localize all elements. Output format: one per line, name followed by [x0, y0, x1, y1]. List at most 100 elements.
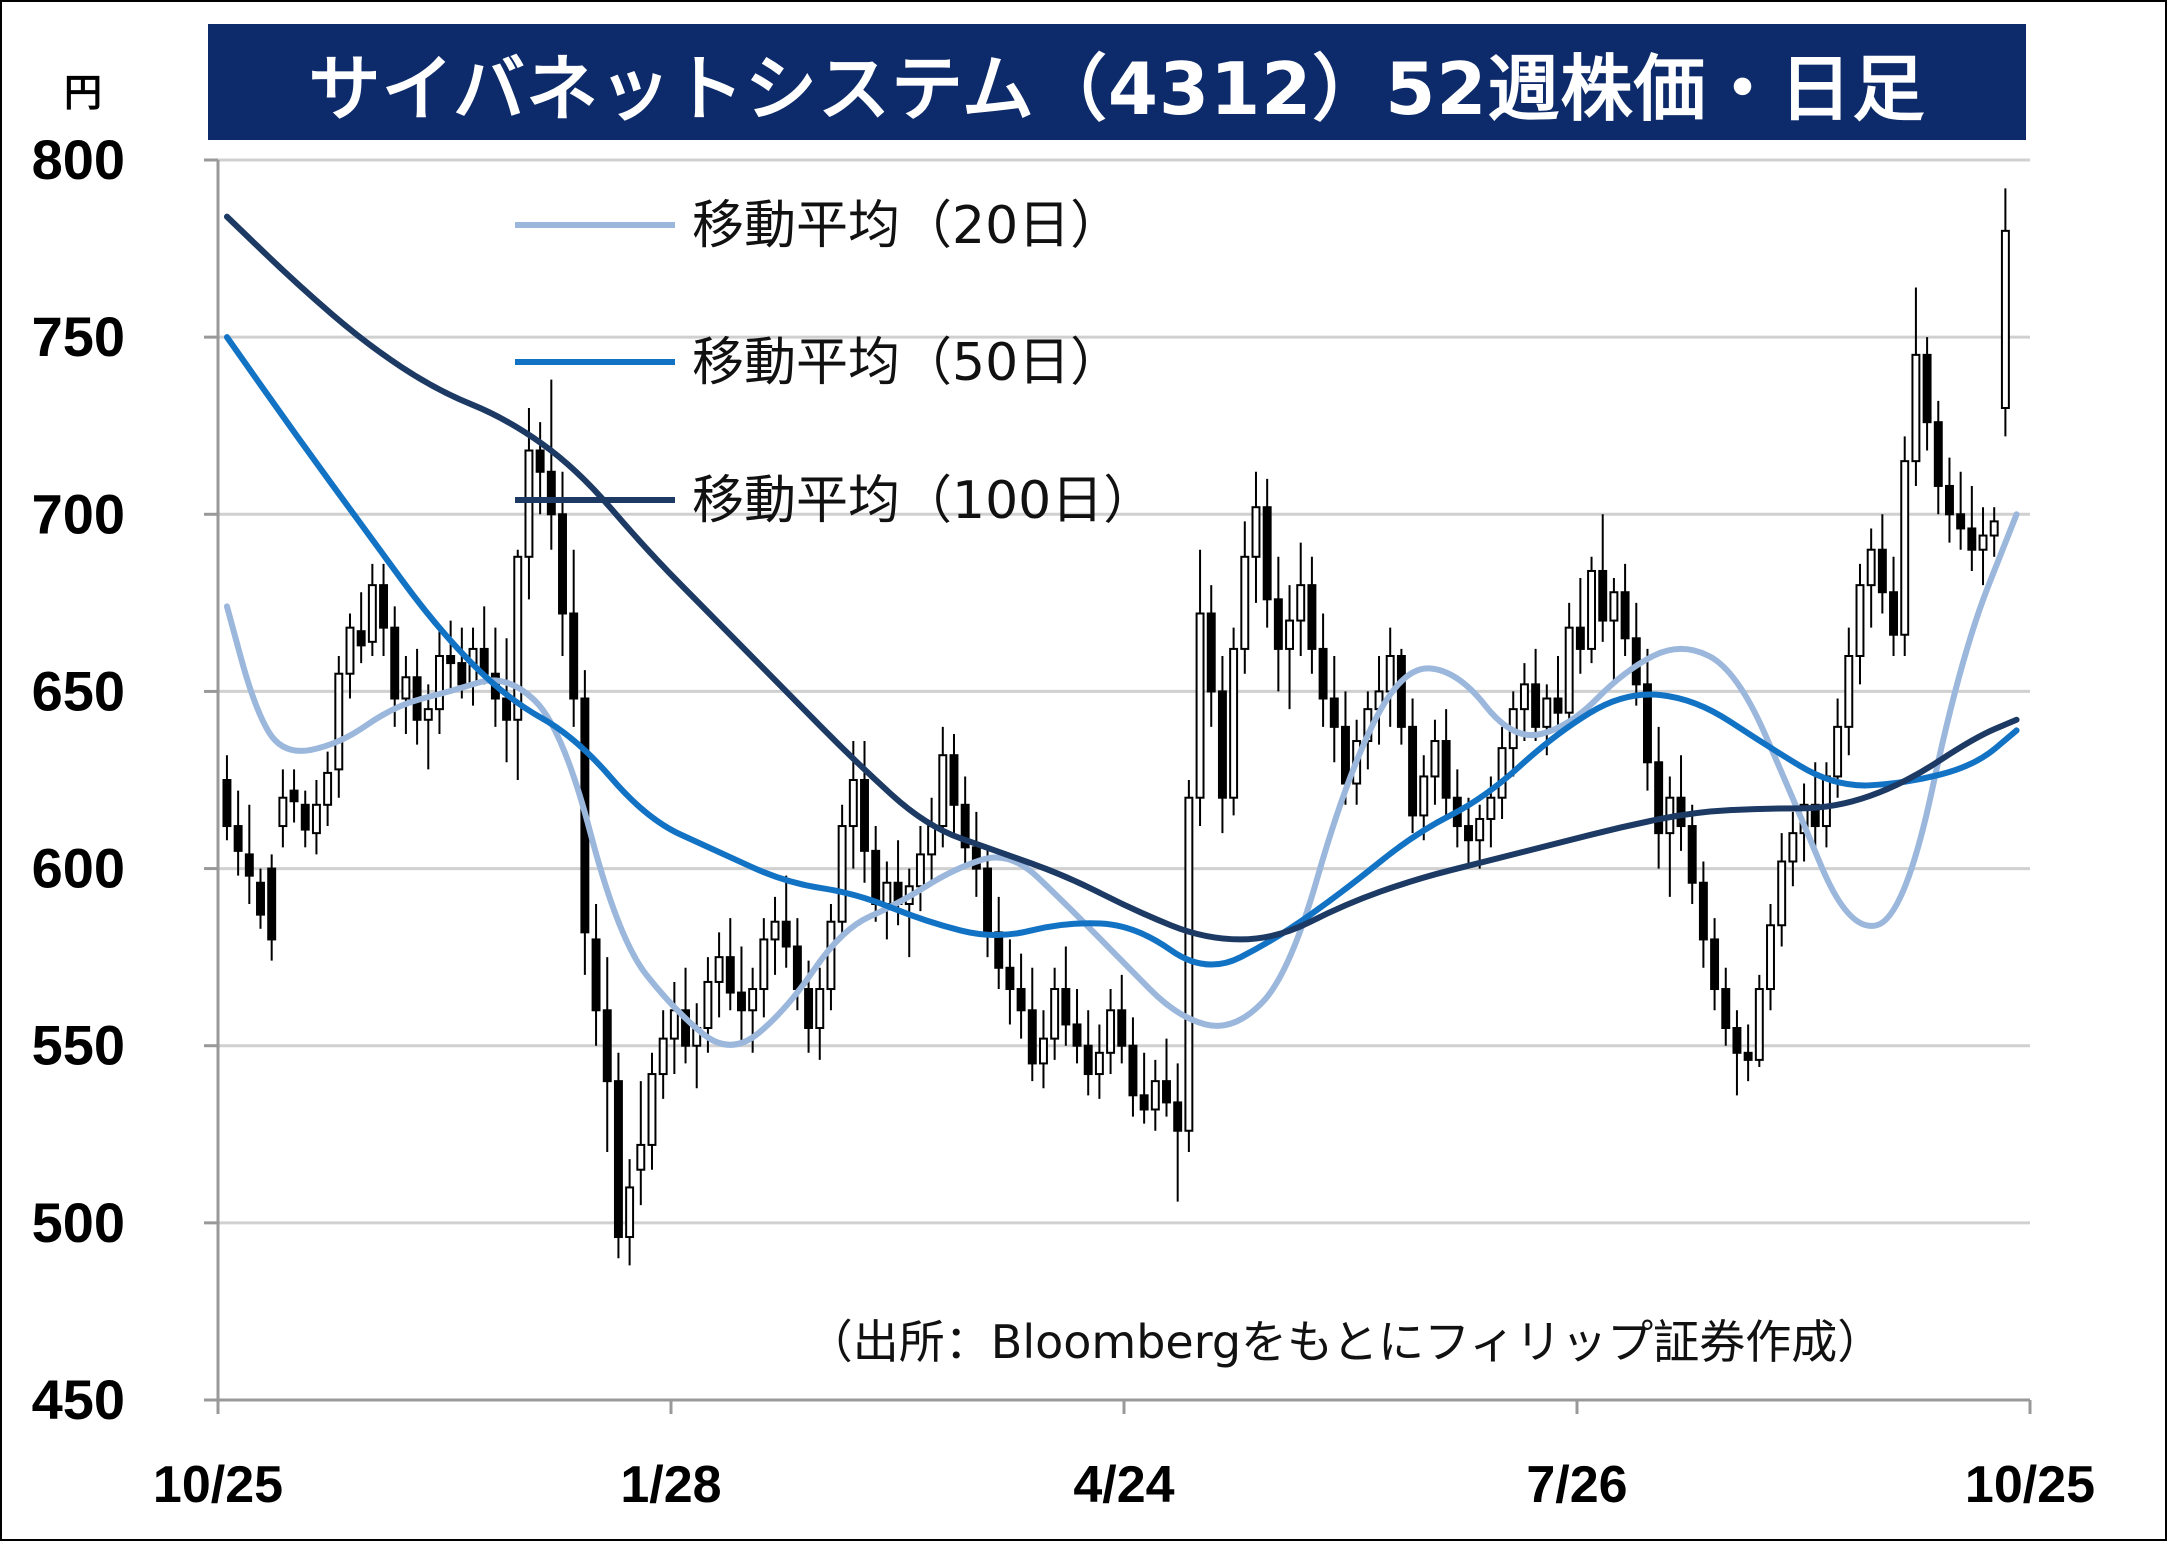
candle [1441, 709, 1451, 816]
candle [1944, 457, 1954, 543]
candle [1217, 656, 1227, 834]
y-tick-label: 600 [32, 837, 125, 900]
candle [647, 1052, 657, 1170]
candle [971, 811, 981, 897]
candle-body-down [871, 849, 881, 905]
candle-body-up [714, 956, 724, 983]
candle-body-down [1944, 484, 1954, 516]
candle [938, 726, 948, 848]
candle [311, 780, 321, 855]
candle [815, 967, 825, 1060]
candle [1687, 804, 1697, 904]
candle-body-down [1307, 584, 1317, 650]
candle-body-down [1575, 626, 1585, 650]
candle [1519, 663, 1529, 742]
candle [613, 1052, 623, 1259]
candle-body-up [1385, 655, 1395, 693]
x-tick-label: 7/26 [1526, 1456, 1627, 1514]
x-tick-label: 10/25 [153, 1456, 283, 1514]
y-tick-label: 550 [32, 1014, 125, 1077]
candle [1654, 726, 1664, 869]
candle [233, 790, 243, 876]
candle [960, 776, 970, 869]
candle [949, 733, 959, 834]
candle-body-down [233, 825, 243, 852]
candle [323, 751, 333, 827]
candle-body-down [1408, 725, 1418, 817]
candle-body-down [1340, 725, 1350, 785]
candle-body-up [423, 708, 433, 721]
candle-body-up [1050, 988, 1060, 1040]
candle-body-up [1911, 353, 1921, 463]
candle [1575, 578, 1585, 674]
candle-body-up [1978, 534, 1988, 551]
candle-body-up [915, 853, 925, 888]
legend-label: 移動平均（50日） [692, 333, 1122, 393]
candle [1900, 436, 1910, 656]
candle-body-down [781, 920, 791, 948]
candle-body-up [927, 825, 937, 856]
candle-body-down [1162, 1080, 1171, 1104]
candle-body-down [1710, 938, 1720, 991]
candle [434, 627, 444, 734]
candle [1665, 776, 1675, 897]
candle [300, 790, 310, 848]
candle [1587, 556, 1597, 664]
candle-body-down [1698, 881, 1708, 941]
candle [591, 904, 601, 1046]
candle [1889, 556, 1899, 656]
candle-body-down [1933, 421, 1943, 487]
candle-body-up [1475, 817, 1485, 842]
candle [1933, 400, 1943, 515]
candle-body-up [367, 584, 377, 643]
candle-body-down [1531, 683, 1541, 728]
candle-body-down [1721, 988, 1731, 1029]
candle [569, 549, 579, 727]
candle-body-down [602, 1009, 612, 1083]
candle [1083, 1010, 1093, 1096]
candle-body-down [1922, 353, 1932, 424]
candle [1978, 507, 1988, 586]
candle [1128, 1017, 1138, 1117]
candle-body-up [848, 779, 858, 828]
candle [1743, 1024, 1753, 1082]
candle [1475, 804, 1485, 869]
candle-body-down [1217, 690, 1227, 799]
candle [1698, 861, 1708, 968]
candle [1777, 833, 1787, 947]
candle-body-up [434, 655, 444, 711]
candle [1564, 602, 1574, 727]
candle-body-down [1654, 761, 1664, 835]
candle [1531, 648, 1541, 742]
candle-body-up [1564, 626, 1574, 714]
chart-title: サイバネットシステム（4312）52週株価・日足 [308, 46, 1926, 131]
candle-body-up [1900, 460, 1910, 636]
candle-body-up [1777, 860, 1787, 927]
candle-body-up [1587, 569, 1597, 650]
candle [1016, 953, 1026, 1039]
legend-item: 移動平均（50日） [515, 333, 1122, 393]
candle [1273, 556, 1283, 692]
candle [1620, 563, 1630, 656]
candle [289, 769, 299, 823]
candle [602, 957, 612, 1152]
candle-body-down [1061, 988, 1071, 1026]
legend-label: 移動平均（20日） [692, 196, 1122, 256]
candle-body-down [1173, 1101, 1183, 1132]
candle [871, 826, 881, 922]
candle [636, 1081, 646, 1206]
candle-body-up [1788, 832, 1798, 863]
candle-body-up [1251, 506, 1261, 558]
candle-body-up [513, 555, 523, 721]
candle [1307, 556, 1317, 674]
candle-body-up [1094, 1051, 1104, 1076]
candle-body-down [1464, 825, 1473, 842]
candle [1240, 521, 1250, 674]
axes [204, 158, 2032, 1414]
candle [860, 741, 869, 883]
candle-body-up [311, 803, 321, 835]
candle [1385, 627, 1395, 727]
candle [882, 861, 892, 940]
gridlines [218, 158, 2030, 1225]
candle-body-down [960, 803, 970, 849]
